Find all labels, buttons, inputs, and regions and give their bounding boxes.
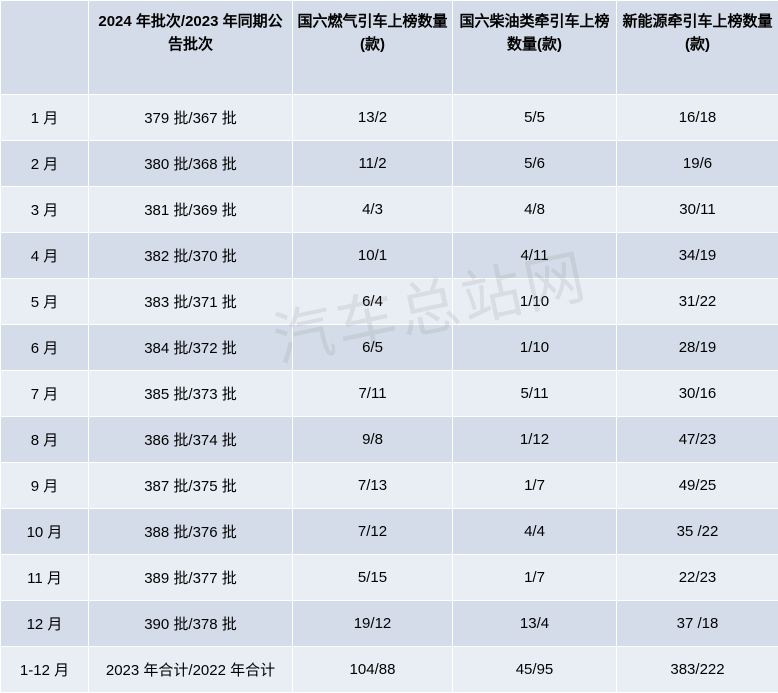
cell-nev: 35 /22 [617, 509, 778, 555]
table-row: 8 月 386 批/374 批 9/8 1/12 47/23 [1, 417, 778, 463]
cell-gas: 6/4 [293, 279, 453, 325]
cell-month: 5 月 [1, 279, 89, 325]
cell-batch: 379 批/367 批 [89, 95, 293, 141]
cell-batch: 389 批/377 批 [89, 555, 293, 601]
cell-diesel: 5/5 [453, 95, 617, 141]
cell-batch: 387 批/375 批 [89, 463, 293, 509]
cell-gas: 13/2 [293, 95, 453, 141]
cell-nev: 28/19 [617, 325, 778, 371]
cell-diesel: 45/95 [453, 647, 617, 693]
cell-diesel: 1/7 [453, 555, 617, 601]
table-row: 1-12 月 2023 年合计/2022 年合计 104/88 45/95 38… [1, 647, 778, 693]
cell-month: 3 月 [1, 187, 89, 233]
cell-batch: 382 批/370 批 [89, 233, 293, 279]
header-month [1, 1, 89, 95]
cell-nev: 383/222 [617, 647, 778, 693]
cell-nev: 16/18 [617, 95, 778, 141]
table-row: 1 月 379 批/367 批 13/2 5/5 16/18 [1, 95, 778, 141]
cell-gas: 5/15 [293, 555, 453, 601]
cell-month: 4 月 [1, 233, 89, 279]
cell-month: 7 月 [1, 371, 89, 417]
header-gas: 国六燃气引车上榜数量(款) [293, 1, 453, 95]
table-row: 6 月 384 批/372 批 6/5 1/10 28/19 [1, 325, 778, 371]
table-row: 10 月 388 批/376 批 7/12 4/4 35 /22 [1, 509, 778, 555]
cell-diesel: 4/8 [453, 187, 617, 233]
cell-diesel: 5/11 [453, 371, 617, 417]
cell-diesel: 1/7 [453, 463, 617, 509]
cell-diesel: 4/4 [453, 509, 617, 555]
cell-diesel: 13/4 [453, 601, 617, 647]
cell-nev: 19/6 [617, 141, 778, 187]
cell-batch: 385 批/373 批 [89, 371, 293, 417]
cell-gas: 6/5 [293, 325, 453, 371]
cell-nev: 30/16 [617, 371, 778, 417]
data-table: 2024 年批次/2023 年同期公告批次 国六燃气引车上榜数量(款) 国六柴油… [0, 0, 778, 693]
cell-nev: 37 /18 [617, 601, 778, 647]
cell-batch: 381 批/369 批 [89, 187, 293, 233]
table-row: 2 月 380 批/368 批 11/2 5/6 19/6 [1, 141, 778, 187]
table-row: 3 月 381 批/369 批 4/3 4/8 30/11 [1, 187, 778, 233]
cell-batch: 388 批/376 批 [89, 509, 293, 555]
cell-nev: 22/23 [617, 555, 778, 601]
cell-month: 8 月 [1, 417, 89, 463]
cell-batch: 390 批/378 批 [89, 601, 293, 647]
table-row: 4 月 382 批/370 批 10/1 4/11 34/19 [1, 233, 778, 279]
header-diesel: 国六柴油类牵引车上榜数量(款) [453, 1, 617, 95]
cell-nev: 30/11 [617, 187, 778, 233]
cell-nev: 34/19 [617, 233, 778, 279]
cell-diesel: 1/10 [453, 325, 617, 371]
table-header-row: 2024 年批次/2023 年同期公告批次 国六燃气引车上榜数量(款) 国六柴油… [1, 1, 778, 95]
cell-diesel: 1/10 [453, 279, 617, 325]
table-row: 11 月 389 批/377 批 5/15 1/7 22/23 [1, 555, 778, 601]
cell-gas: 11/2 [293, 141, 453, 187]
cell-batch: 383 批/371 批 [89, 279, 293, 325]
table-row: 12 月 390 批/378 批 19/12 13/4 37 /18 [1, 601, 778, 647]
cell-nev: 49/25 [617, 463, 778, 509]
cell-gas: 10/1 [293, 233, 453, 279]
cell-month: 11 月 [1, 555, 89, 601]
table-body: 1 月 379 批/367 批 13/2 5/5 16/18 2 月 380 批… [1, 95, 778, 693]
cell-month: 2 月 [1, 141, 89, 187]
cell-gas: 7/13 [293, 463, 453, 509]
cell-month: 1 月 [1, 95, 89, 141]
cell-month: 9 月 [1, 463, 89, 509]
cell-month: 10 月 [1, 509, 89, 555]
table-row: 7 月 385 批/373 批 7/11 5/11 30/16 [1, 371, 778, 417]
cell-batch: 380 批/368 批 [89, 141, 293, 187]
cell-month: 6 月 [1, 325, 89, 371]
header-batch: 2024 年批次/2023 年同期公告批次 [89, 1, 293, 95]
cell-gas: 7/12 [293, 509, 453, 555]
cell-nev: 31/22 [617, 279, 778, 325]
cell-batch: 384 批/372 批 [89, 325, 293, 371]
cell-batch: 386 批/374 批 [89, 417, 293, 463]
cell-gas: 104/88 [293, 647, 453, 693]
cell-diesel: 4/11 [453, 233, 617, 279]
cell-gas: 4/3 [293, 187, 453, 233]
table-row: 9 月 387 批/375 批 7/13 1/7 49/25 [1, 463, 778, 509]
table-container: 2024 年批次/2023 年同期公告批次 国六燃气引车上榜数量(款) 国六柴油… [0, 0, 778, 693]
cell-batch: 2023 年合计/2022 年合计 [89, 647, 293, 693]
cell-gas: 7/11 [293, 371, 453, 417]
table-row: 5 月 383 批/371 批 6/4 1/10 31/22 [1, 279, 778, 325]
cell-gas: 9/8 [293, 417, 453, 463]
cell-nev: 47/23 [617, 417, 778, 463]
cell-diesel: 5/6 [453, 141, 617, 187]
header-nev: 新能源牵引车上榜数量(款) [617, 1, 778, 95]
cell-diesel: 1/12 [453, 417, 617, 463]
cell-gas: 19/12 [293, 601, 453, 647]
cell-month: 1-12 月 [1, 647, 89, 693]
cell-month: 12 月 [1, 601, 89, 647]
